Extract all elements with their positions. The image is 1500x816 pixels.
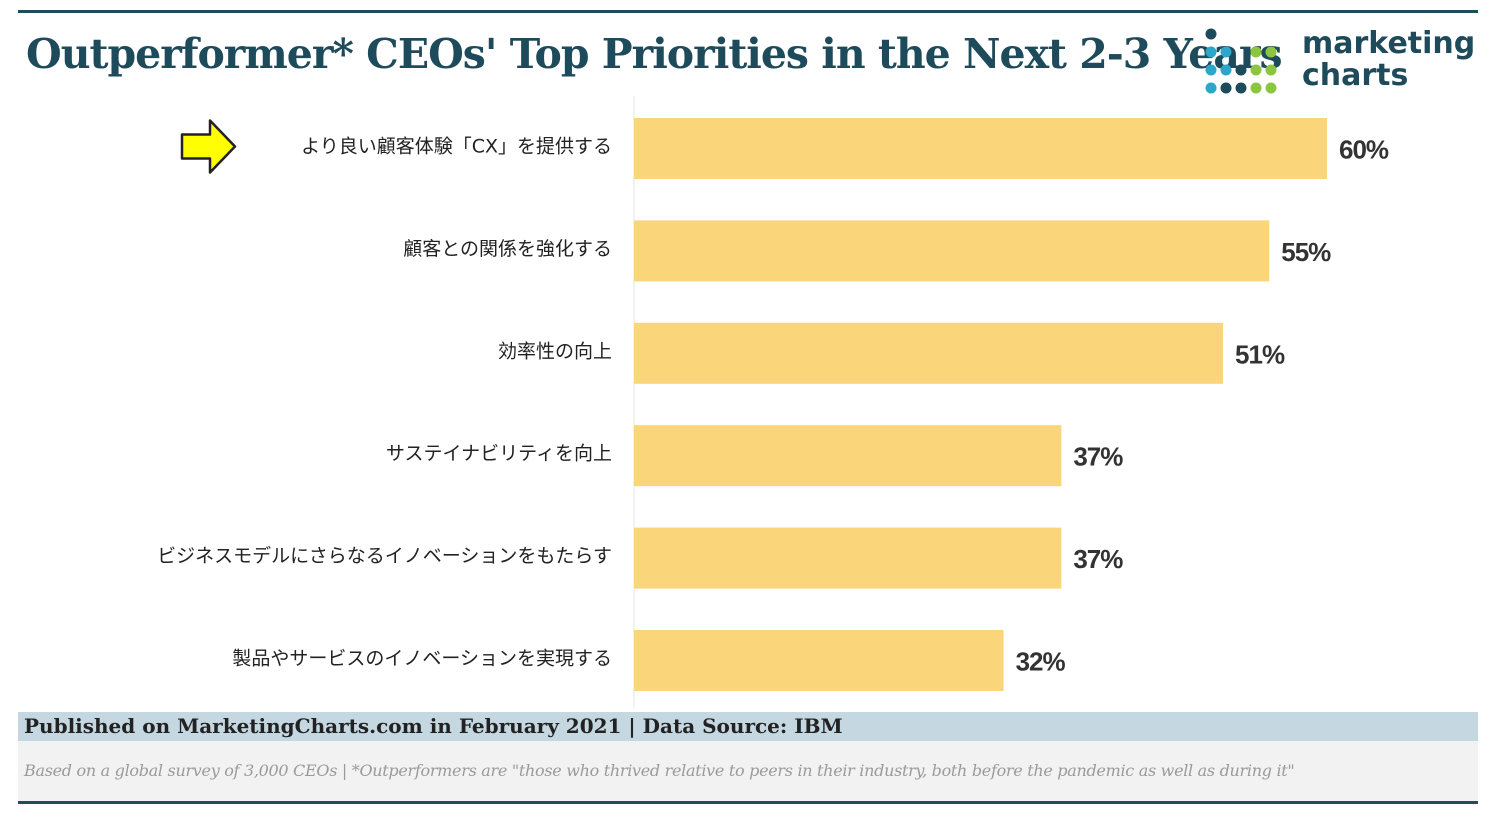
logo-dot (1250, 64, 1262, 76)
logo-dot (1235, 64, 1247, 76)
logo-dot (1205, 28, 1217, 40)
logo-dot (1220, 82, 1232, 94)
logo-dot (1220, 64, 1232, 76)
top-rule (18, 10, 1478, 13)
category-label: ビジネスモデルにさらなるイノベーションをもたらす (157, 545, 612, 567)
footnote-text: Based on a global survey of 3,000 CEOs |… (24, 761, 1295, 780)
logo-dots-icon (1205, 28, 1277, 94)
bar (634, 630, 1004, 691)
bottom-rule (18, 801, 1478, 804)
data-label: 32% (1016, 647, 1066, 677)
category-label: 効率性の向上 (498, 340, 612, 362)
category-label: 製品やサービスのイノベーションを実現する (232, 648, 612, 670)
source-bar (18, 712, 1478, 741)
logo-dot (1220, 46, 1232, 58)
source-text: Published on MarketingCharts.com in Febr… (24, 714, 843, 738)
category-label: より良い顧客体験「CX」を提供する (301, 136, 612, 158)
logo-dot (1265, 64, 1277, 76)
logo-dot (1250, 46, 1262, 58)
bar (634, 118, 1327, 179)
logo-dot (1265, 46, 1277, 58)
logo-dot (1235, 82, 1247, 94)
note-bar (18, 741, 1478, 801)
logo-dot (1205, 46, 1217, 58)
bar (634, 527, 1062, 589)
logo-dot (1265, 82, 1277, 94)
logo-line-2: charts (1302, 58, 1409, 93)
highlight-arrow-icon (180, 119, 237, 174)
bar (634, 322, 1224, 384)
marketingcharts-logo: marketing charts (1204, 26, 1475, 98)
logo-dot (1205, 64, 1217, 76)
chart-title: Outperformer* CEOs' Top Priorities in th… (26, 30, 1283, 78)
bar (634, 220, 1270, 282)
logo-line-1: marketing (1302, 26, 1476, 61)
logo-text: marketing charts (1302, 28, 1475, 92)
logo-dot (1250, 82, 1262, 94)
bar (634, 425, 1062, 487)
data-label: 37% (1073, 442, 1123, 472)
category-label: サステイナビリティを向上 (386, 443, 612, 465)
category-label: 顧客との関係を強化する (403, 238, 612, 260)
data-label: 37% (1073, 544, 1123, 574)
data-label: 51% (1235, 339, 1285, 369)
data-label: 55% (1281, 237, 1331, 267)
logo-dot (1205, 82, 1217, 94)
data-label: 60% (1339, 135, 1389, 165)
